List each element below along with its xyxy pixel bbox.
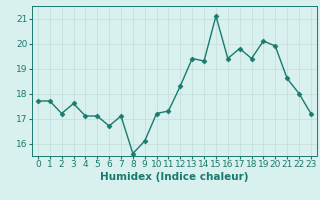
X-axis label: Humidex (Indice chaleur): Humidex (Indice chaleur) (100, 172, 249, 182)
